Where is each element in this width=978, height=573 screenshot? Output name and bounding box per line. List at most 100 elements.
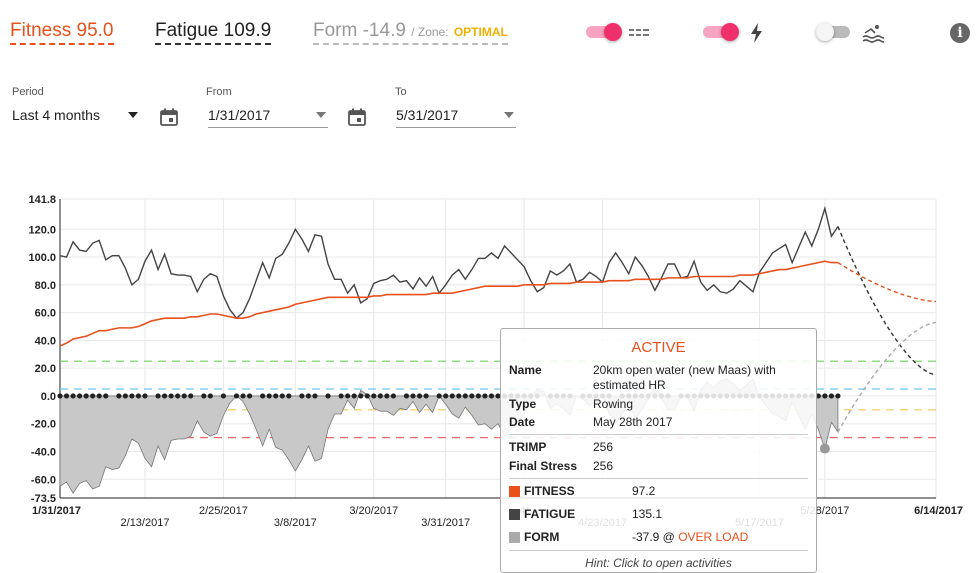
toggle-knob: [816, 23, 834, 41]
to-label: To: [395, 86, 407, 98]
activity-dot: [416, 393, 423, 399]
activity-dot: [436, 393, 442, 399]
chevron-down-icon: [504, 112, 514, 118]
activity-dot: [246, 393, 253, 399]
to-date-field[interactable]: 5/31/2017: [396, 105, 516, 128]
x-tick-label: 6/14/2017: [914, 505, 963, 517]
activity-dot: [260, 393, 266, 399]
chevron-down-icon: [316, 112, 326, 118]
activity-dot: [168, 393, 174, 399]
x-tick-label: 3/31/2017: [421, 517, 470, 529]
activity-dot: [83, 393, 89, 399]
activity-dot: [403, 393, 410, 399]
fitness-metric[interactable]: Fitness 95.0: [10, 20, 114, 45]
zone-prefix: / Zone:: [411, 25, 449, 39]
form-metric[interactable]: Form -14.9 / Zone: OPTIMAL: [313, 20, 508, 45]
activity-dot: [240, 393, 246, 399]
tooltip-fatigue-value: 135.1: [632, 507, 663, 521]
tooltip-date-value: May 28th 2017: [593, 415, 673, 429]
tooltip-fitness-value: 97.2: [632, 484, 656, 498]
activity-dot: [456, 393, 462, 399]
activity-dot: [475, 393, 481, 399]
y-tick-label: -60.0: [31, 474, 56, 486]
tooltip-form-zone: OVER LOAD: [678, 530, 749, 544]
tooltip-stress-value: 256: [593, 459, 614, 473]
y-tick-label: 0.0: [41, 391, 56, 403]
tooltip-form-key: FORM: [524, 530, 560, 544]
chevron-down-icon: [128, 112, 138, 118]
activity-dot: [410, 393, 416, 399]
x-tick-label: 3/20/2017: [349, 505, 398, 517]
activity-dot: [822, 393, 828, 399]
fitness-projection: [837, 262, 937, 303]
x-tick-label: 1/31/2017: [32, 505, 81, 517]
fitness-line: [59, 260, 838, 347]
y-tick-label: 120.0: [28, 224, 56, 236]
activity-dot: [233, 393, 240, 399]
y-tick-label: -40.0: [31, 446, 56, 458]
fatigue-projection: [837, 226, 937, 376]
activity-dot: [828, 393, 835, 399]
activity-dot: [70, 393, 76, 399]
tooltip-type-value: Rowing: [593, 397, 634, 411]
tooltip-fitness-key: FITNESS: [524, 484, 575, 498]
period-label: Period: [12, 86, 44, 98]
activity-dot: [286, 393, 292, 399]
tooltip-form-row: FORM -37.9 @ OVER LOAD: [509, 530, 808, 546]
tooltip-type-row: Type Rowing: [509, 397, 808, 413]
y-tick-label: 141.8: [28, 194, 56, 206]
activity-dot: [161, 393, 168, 399]
y-tick-label: 100.0: [28, 252, 56, 264]
fatigue-metric[interactable]: Fatigue 109.9: [155, 20, 272, 45]
tooltip-divider: [509, 550, 808, 551]
y-tick-label: 80.0: [35, 280, 56, 292]
activity-dot: [57, 393, 63, 399]
activity-dot: [63, 393, 70, 399]
activity-dot: [835, 393, 841, 399]
activity-dot: [273, 393, 279, 399]
y-tick-label: -20.0: [31, 419, 56, 431]
activity-dot: [299, 393, 305, 399]
tooltip-date-key: Date: [509, 415, 536, 429]
activity-dot: [325, 393, 331, 399]
tooltip-fatigue-row: FATIGUE 135.1: [509, 507, 808, 523]
activity-dot: [443, 393, 449, 399]
tooltip-divider: [509, 434, 808, 435]
activity-dot: [377, 393, 383, 399]
y-tick-label: 40.0: [35, 335, 56, 347]
calendar-icon[interactable]: [159, 107, 179, 127]
activity-dot: [449, 393, 455, 399]
period-select[interactable]: Last 4 months: [12, 105, 140, 127]
activity-dot: [188, 393, 194, 399]
activity-dot: [279, 393, 285, 399]
form-swatch: [509, 532, 520, 543]
tooltip-trimp-value: 256: [593, 440, 614, 454]
info-icon[interactable]: i: [950, 23, 970, 43]
activity-dot: [96, 393, 102, 399]
y-tick-label: 60.0: [35, 308, 56, 320]
form-value: Form -14.9: [313, 20, 406, 41]
fitness-swatch: [509, 486, 520, 497]
tooltip-name-key: Name: [509, 363, 542, 377]
activity-dot: [423, 393, 429, 399]
lines-toggle[interactable]: [586, 23, 622, 41]
activity-dot: [142, 393, 148, 399]
tooltip-date-row: Date May 28th 2017: [509, 415, 808, 431]
power-toggle[interactable]: [703, 23, 739, 41]
from-date-field[interactable]: 1/31/2017: [208, 105, 328, 128]
activity-dot: [345, 393, 351, 399]
y-tick-label: 20.0: [35, 363, 56, 375]
activity-dot: [469, 393, 475, 399]
fatigue-swatch: [509, 509, 520, 520]
dashed-lines-icon: [629, 29, 649, 36]
activity-dot: [358, 393, 364, 399]
toggle-knob: [604, 23, 622, 41]
y-tick-label: -73.5: [31, 493, 56, 505]
activity-tooltip[interactable]: ACTIVE Name 20km open water (new Maas) w…: [500, 328, 817, 573]
to-value: 5/31/2017: [396, 107, 459, 123]
activity-dot: [495, 393, 501, 399]
activity-dot: [312, 393, 318, 399]
calendar-icon[interactable]: [347, 107, 367, 127]
swim-toggle[interactable]: [816, 23, 852, 41]
